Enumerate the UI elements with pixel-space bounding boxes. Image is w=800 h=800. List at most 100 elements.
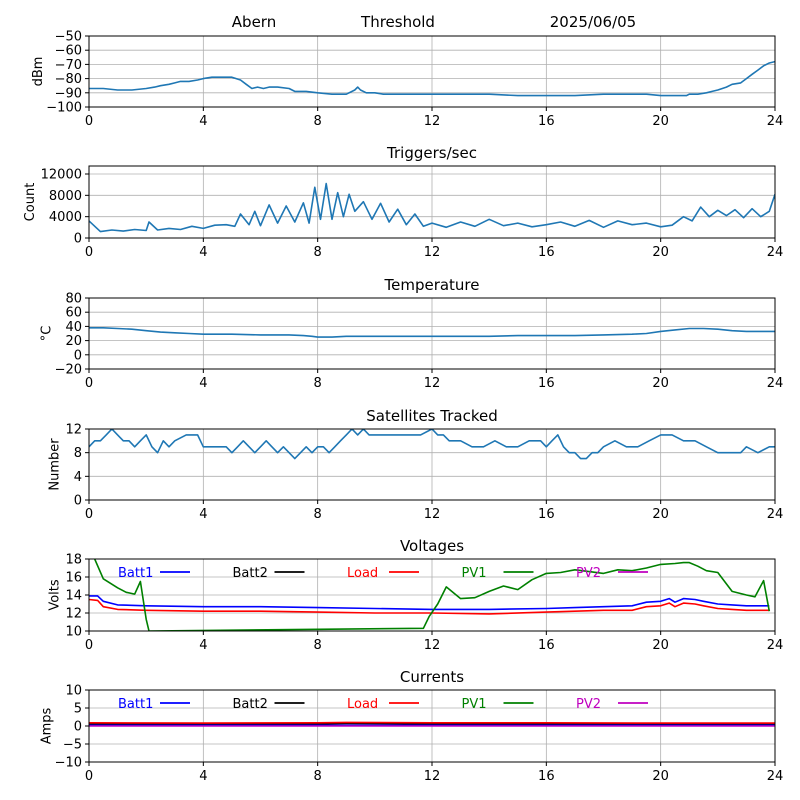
x-tick-label: 20 [652,376,669,391]
x-tick-label: 24 [767,638,784,653]
y-tick-label: 12 [65,607,82,622]
x-tick-label: 24 [767,114,784,129]
legend-label-load: Load [347,566,378,581]
x-tick-label: 4 [199,507,207,522]
legend-label-batt2: Batt2 [233,566,268,581]
chart-panel-1: 0 4 8 12 16 20 24 −100−90−80−70−60−50 dBm [31,30,783,130]
y-axis-label: dBm [31,57,46,87]
y-axis-label: Amps [39,707,54,744]
y-tick-label: −80 [55,72,82,87]
header-date: 2025/06/05 [550,13,636,31]
y-tick-label: 10 [65,625,82,640]
x-tick-label: 20 [652,638,669,653]
x-tick-label: 16 [538,376,555,391]
x-tick-label: 8 [314,245,322,260]
legend-label-load: Load [347,697,378,712]
chart-title: Triggers/sec [386,144,477,162]
x-tick-label: 8 [314,507,322,522]
x-tick-label: 8 [314,769,322,784]
y-tick-label: −90 [55,86,82,101]
chart-title: Currents [400,668,464,686]
x-tick-label: 12 [424,245,441,260]
y-tick-label: −70 [55,58,82,73]
y-tick-label: 0 [74,232,82,247]
y-tick-label: −10 [55,756,82,771]
header-mode: Threshold [360,13,435,31]
header-station: Abern [232,13,276,31]
y-tick-label: −5 [63,738,82,753]
y-tick-label: −50 [55,30,82,45]
x-tick-label: 12 [424,638,441,653]
x-tick-label: 4 [199,114,207,129]
legend-label-batt2: Batt2 [233,697,268,712]
y-tick-label: 12 [65,423,82,438]
x-tick-label: 16 [538,638,555,653]
series-line-load [89,721,775,724]
x-tick-label: 20 [652,114,669,129]
y-tick-label: −100 [46,101,82,116]
x-tick-label: 4 [199,245,207,260]
y-tick-label: 0 [74,348,82,363]
x-tick-label: 0 [85,376,93,391]
y-tick-label: 8 [74,446,82,461]
x-tick-label: 4 [199,638,207,653]
y-tick-label: 0 [74,494,82,509]
y-axis-label: °C [39,326,54,342]
y-tick-label: 0 [74,720,82,735]
x-tick-label: 24 [767,769,784,784]
x-tick-label: 8 [314,376,322,391]
x-tick-label: 0 [85,638,93,653]
chart-panel-4: 0 4 8 12 16 20 24 0 4 8 12 Satellites Tracked Number [48,407,784,522]
chart-panel-2: 0 4 8 12 16 20 24 0 4000 8000 12000 Triggers/sec Cou… [23,144,783,260]
series-line [89,182,775,233]
legend-label-batt1: Batt1 [118,566,153,581]
series-line-pv1 [93,559,771,631]
x-tick-label: 16 [538,245,555,260]
y-tick-label: 8000 [49,189,82,204]
y-tick-label: 10 [65,684,82,699]
x-tick-label: 20 [652,769,669,784]
x-tick-label: 24 [767,245,784,260]
x-tick-label: 0 [85,114,93,129]
series-line [89,60,775,97]
y-tick-label: −20 [55,363,82,378]
y-tick-label: 60 [65,306,82,321]
chart-title: Temperature [383,276,479,294]
x-tick-label: 12 [424,769,441,784]
y-tick-label: 16 [65,571,82,586]
x-tick-label: 8 [314,638,322,653]
y-tick-label: 18 [65,553,82,568]
y-tick-label: 4000 [49,210,82,225]
y-tick-label: 12000 [41,168,82,183]
chart-panel-6: Batt1 Batt2 Load PV1 PV2 0 4 8 12 16 20 24 −10 −5 0 5 10… [39,668,783,784]
x-tick-label: 16 [538,769,555,784]
plot-area [89,326,775,338]
y-axis-label: Number [48,438,63,491]
y-axis-label: Count [23,183,38,222]
plot-area [89,182,775,233]
x-tick-label: 12 [424,376,441,391]
series-line [89,429,775,460]
y-tick-label: 5 [74,702,82,717]
x-tick-label: 0 [85,769,93,784]
y-tick-label: 14 [65,589,82,604]
legend-label-batt1: Batt1 [118,697,153,712]
plot-area [89,60,775,97]
chart-title: Satellites Tracked [366,407,497,425]
x-tick-label: 12 [424,114,441,129]
plot-area [89,721,775,727]
x-tick-label: 4 [199,769,207,784]
x-tick-label: 8 [314,114,322,129]
chart-panel-5: Batt1 Batt2 Load PV1 PV2 0 4 8 12 16 20 24 10 12 14 16 1… [48,537,784,653]
plot-area [89,429,775,460]
y-axis-label: Volts [48,579,63,611]
y-tick-label: 4 [74,470,82,485]
x-tick-label: 16 [538,114,555,129]
legend-label-pv2: PV2 [576,566,601,581]
x-tick-label: 16 [538,507,555,522]
series-line-batt1 [89,595,770,611]
x-tick-label: 24 [767,376,784,391]
